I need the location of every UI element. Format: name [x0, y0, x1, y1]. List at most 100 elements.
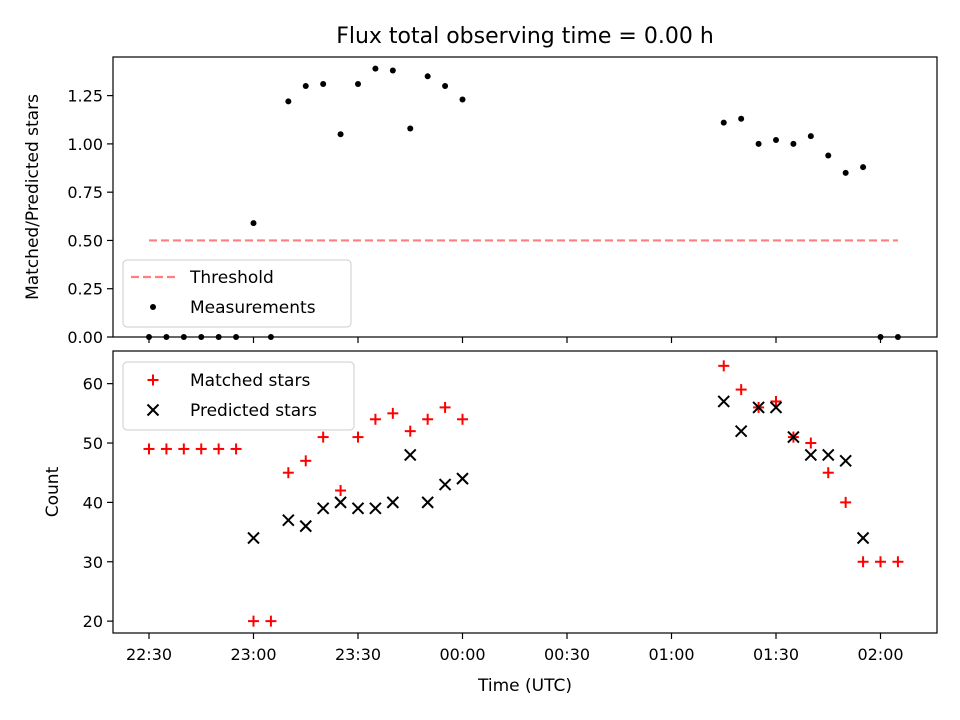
- legend-predicted-swatch: [146, 403, 160, 417]
- matched-star-point: [230, 443, 242, 455]
- count-plot-axes: 20 30 40 50 60 22:30 23:00 23:30 00:00 00:30 01:00…: [83, 375, 904, 664]
- matched-star-point: [857, 556, 869, 568]
- predicted-star-point: [804, 448, 818, 462]
- measurement-point: [459, 96, 466, 103]
- measurement-point: [407, 125, 414, 132]
- measurement-point: [790, 140, 797, 147]
- count-xtick-label: 22:30: [126, 645, 172, 664]
- count-xtick-label: 00:30: [544, 645, 590, 664]
- measurement-point: [355, 81, 361, 88]
- matched-star-point: [160, 443, 172, 455]
- predicted-star-point: [247, 531, 260, 545]
- ratio-ytick-label: 1.00: [67, 135, 103, 154]
- predicted-star-point: [456, 472, 469, 485]
- matched-star-point: [300, 455, 312, 467]
- predicted-star-point: [787, 430, 800, 444]
- measurement-point: [389, 67, 396, 74]
- predicted-star-point: [769, 401, 783, 414]
- count-xtick-label: 23:30: [335, 645, 381, 664]
- matched-star-point: [143, 443, 155, 455]
- matched-star-point: [439, 401, 451, 413]
- measurement-point: [250, 220, 257, 227]
- ratio-legend-box: [122, 259, 352, 328]
- predicted-star-point: [421, 496, 434, 509]
- measurement-point: [720, 119, 727, 126]
- ratio-plot-axes: 0.00 0.25 0.50 0.75 1.00 1.25: [67, 87, 882, 347]
- count-ytick-label: 40: [83, 493, 103, 512]
- predicted-star-point: [822, 448, 835, 462]
- matched-star-point: [822, 467, 834, 479]
- predicted-star-point: [734, 424, 748, 438]
- measurement-point: [807, 133, 814, 140]
- count-ytick-label: 50: [83, 434, 103, 453]
- count-plot-legend: Matched stars Predicted stars: [122, 361, 355, 431]
- count-xtick-label: 00:00: [439, 645, 485, 664]
- matched-star-point: [352, 431, 364, 443]
- predicted-star-point: [856, 531, 870, 545]
- predicted-star-point: [839, 454, 852, 468]
- figure-title: Flux total observing time = 0.00 h: [336, 24, 714, 49]
- measurement-point: [842, 169, 849, 176]
- matched-star-point: [213, 443, 225, 455]
- ratio-plot-ylabel: Matched/Predicted stars: [23, 94, 43, 300]
- matched-star-point: [248, 615, 259, 627]
- matched-star-point: [457, 413, 468, 425]
- matched-star-point: [718, 360, 730, 372]
- matched-star-point: [735, 384, 747, 396]
- matched-star-point: [875, 556, 886, 568]
- count-legend-box: [122, 361, 355, 431]
- measurement-point: [372, 65, 379, 72]
- legend-matched-swatch: [147, 374, 159, 386]
- count-ytick-label: 60: [83, 375, 103, 394]
- measurement-point: [755, 140, 762, 147]
- count-plot-ylabel: Count: [43, 466, 63, 517]
- x-axis-label: Time (UTC): [477, 676, 572, 696]
- measurement-point: [337, 131, 344, 138]
- ratio-ytick-label: 0.25: [67, 280, 103, 299]
- predicted-star-point: [299, 519, 312, 533]
- measurement-point: [302, 82, 309, 89]
- matched-star-point: [178, 443, 190, 455]
- legend-measurement-label: Measurements: [190, 298, 316, 318]
- legend-threshold-label: Threshold: [189, 268, 274, 288]
- matched-star-point: [335, 485, 347, 497]
- predicted-star-point: [316, 502, 330, 515]
- count-plot-marks: [143, 360, 904, 627]
- matched-star-point: [805, 437, 817, 449]
- count-xtick-label: 02:00: [857, 645, 903, 664]
- matched-star-point: [317, 431, 329, 443]
- measurement-point: [738, 115, 745, 122]
- ratio-ytick-label: 0.50: [67, 231, 103, 250]
- count-ytick-label: 20: [83, 612, 103, 631]
- measurement-point: [320, 81, 327, 88]
- matched-star-point: [195, 443, 207, 455]
- predicted-star-point: [386, 496, 400, 509]
- ratio-ytick-label: 0.00: [67, 328, 103, 347]
- count-ytick-label: 30: [83, 553, 103, 572]
- predicted-star-point: [351, 502, 365, 515]
- legend-measurement-swatch: [150, 304, 156, 310]
- predicted-star-point: [334, 496, 347, 509]
- matched-star-point: [422, 413, 434, 425]
- matched-star-point: [404, 425, 416, 437]
- ratio-plot-frame: [112, 56, 938, 338]
- ratio-plot-marks: [146, 65, 901, 340]
- ratio-plot: 0.00 0.25 0.50 0.75 1.00 1.25 Matched/Predict…: [23, 56, 938, 347]
- legend-matched-label: Matched stars: [190, 371, 310, 391]
- measurement-point: [773, 137, 779, 144]
- count-xtick-label: 01:00: [648, 645, 694, 664]
- predicted-star-point: [282, 513, 295, 527]
- measurement-point: [285, 98, 292, 105]
- count-plot: 20 30 40 50 60 22:30 23:00 23:30 00:00 00:30 01:00…: [43, 350, 938, 664]
- matched-star-point: [282, 467, 294, 479]
- count-plot-frame: [112, 350, 938, 634]
- matched-star-point: [770, 395, 782, 407]
- matched-star-point: [840, 496, 852, 508]
- predicted-star-point: [404, 448, 417, 462]
- ratio-ytick-label: 1.25: [67, 87, 103, 106]
- matched-star-point: [387, 407, 399, 419]
- predicted-star-point: [369, 502, 382, 515]
- ratio-plot-legend: Threshold Measurements: [122, 259, 352, 328]
- matched-star-point: [265, 615, 277, 627]
